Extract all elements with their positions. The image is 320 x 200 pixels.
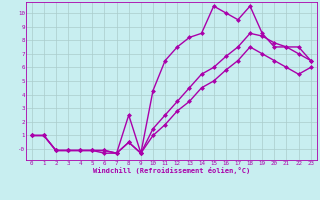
X-axis label: Windchill (Refroidissement éolien,°C): Windchill (Refroidissement éolien,°C)	[92, 167, 250, 174]
